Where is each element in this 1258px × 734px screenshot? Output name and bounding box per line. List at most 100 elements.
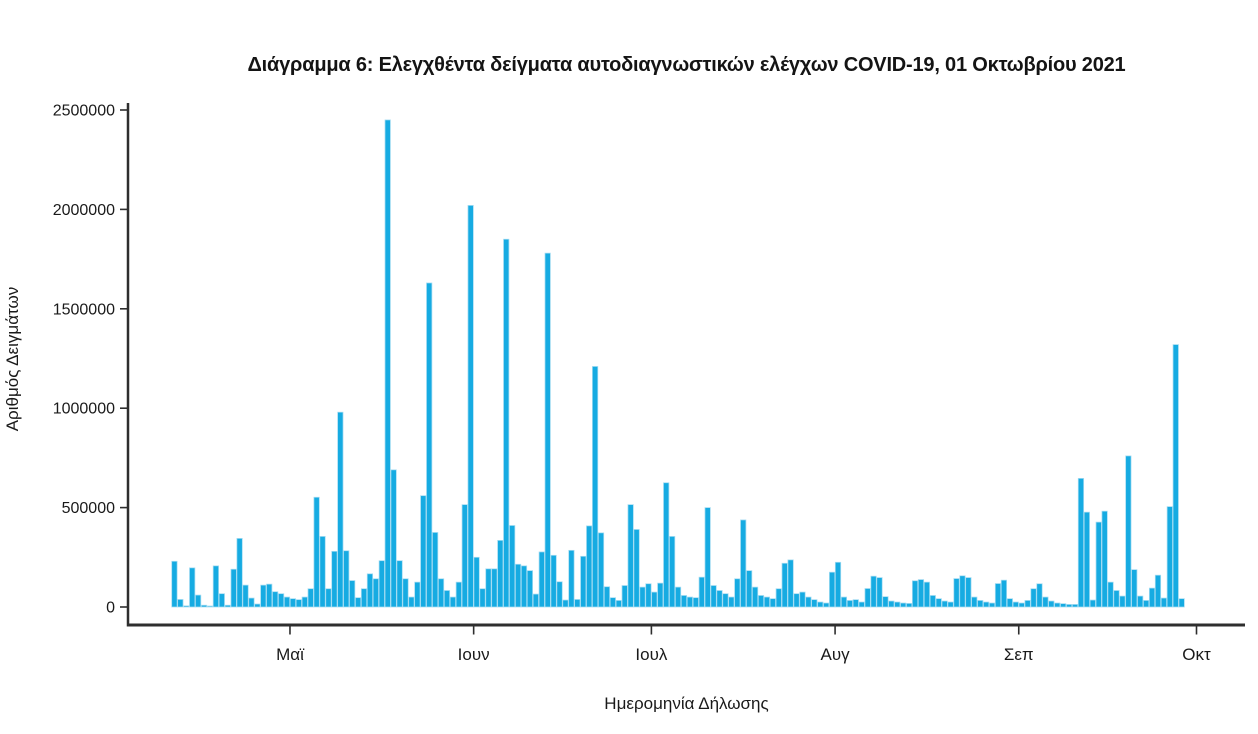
bar [568, 549, 575, 608]
bar [752, 586, 759, 608]
bar [1178, 598, 1185, 608]
bar [171, 560, 178, 608]
bar [710, 585, 717, 608]
bar [1048, 600, 1055, 608]
bar [230, 568, 237, 608]
bar [1113, 590, 1120, 608]
bar [1148, 587, 1156, 608]
bar [266, 583, 273, 608]
bar [236, 538, 243, 608]
bar [740, 519, 747, 608]
bar [390, 469, 397, 608]
bar [864, 588, 871, 608]
bar [663, 482, 670, 608]
bar [965, 577, 972, 608]
bar [971, 596, 978, 608]
bar [1054, 602, 1061, 608]
bar [728, 596, 735, 608]
bar [722, 593, 729, 608]
bar [858, 601, 865, 608]
bar [1000, 579, 1008, 608]
bar [313, 496, 320, 608]
bar [378, 560, 385, 608]
bar [372, 578, 379, 608]
bar [947, 601, 954, 608]
bar [485, 568, 492, 608]
bar [283, 596, 291, 608]
bar [437, 578, 445, 608]
bar [787, 559, 794, 608]
bar [343, 550, 350, 608]
bar [562, 599, 569, 608]
bar [1006, 598, 1013, 608]
bar [597, 532, 605, 608]
bar [479, 588, 486, 608]
bar [704, 507, 711, 608]
bar [538, 551, 545, 608]
chart-title: Διάγραμμα 6: Ελεγχθέντα δείγματα αυτοδια… [247, 54, 1126, 76]
x-tick-label: Σεπ [1004, 645, 1034, 664]
x-tick-label: Οκτ [1182, 645, 1211, 664]
bar [1012, 601, 1019, 608]
bar [923, 581, 930, 608]
bar [1083, 511, 1090, 608]
bar [366, 573, 374, 608]
bar [509, 525, 516, 608]
bar [195, 594, 202, 608]
bar [520, 565, 528, 608]
bar [840, 596, 848, 608]
bar [592, 366, 599, 608]
bar [811, 599, 818, 608]
bar [278, 593, 285, 608]
bar [983, 601, 990, 608]
bar [799, 591, 806, 608]
bar [544, 252, 551, 608]
bar [467, 205, 474, 608]
bar [1095, 521, 1102, 608]
bar [805, 596, 812, 608]
x-tick-label: Ιουν [458, 645, 490, 664]
bar [1060, 603, 1067, 608]
bar [360, 588, 368, 608]
bar [355, 597, 362, 608]
bar [775, 588, 782, 608]
bar [686, 596, 693, 608]
bar [503, 238, 510, 608]
bar [461, 504, 468, 608]
bar [1042, 596, 1049, 608]
bar [1071, 604, 1079, 608]
bar [645, 583, 652, 608]
bar [716, 590, 723, 608]
bar [1137, 595, 1144, 608]
bar [894, 601, 901, 608]
bar [823, 602, 830, 608]
bar [734, 578, 741, 608]
bar [532, 593, 539, 608]
bar [746, 570, 753, 608]
bar [212, 565, 219, 608]
bar [870, 575, 877, 608]
y-tick-label: 2000000 [53, 202, 115, 219]
bar [834, 561, 842, 608]
bar [1125, 455, 1132, 608]
bar [888, 600, 895, 608]
bar [420, 495, 427, 608]
x-axis-label: Ημερομηνία Δήλωσης [604, 694, 769, 713]
bar [989, 602, 996, 608]
bar [432, 532, 439, 608]
bar [455, 581, 462, 608]
bar [396, 560, 403, 608]
bar [414, 581, 421, 608]
bar [1172, 344, 1179, 608]
bar [763, 596, 771, 608]
bar [550, 554, 557, 608]
bar [1119, 595, 1126, 608]
bar [692, 597, 699, 608]
y-tick-label: 500000 [62, 500, 115, 517]
bar [793, 593, 800, 608]
bar [1077, 478, 1085, 608]
bar [218, 593, 225, 608]
bar [829, 571, 836, 608]
